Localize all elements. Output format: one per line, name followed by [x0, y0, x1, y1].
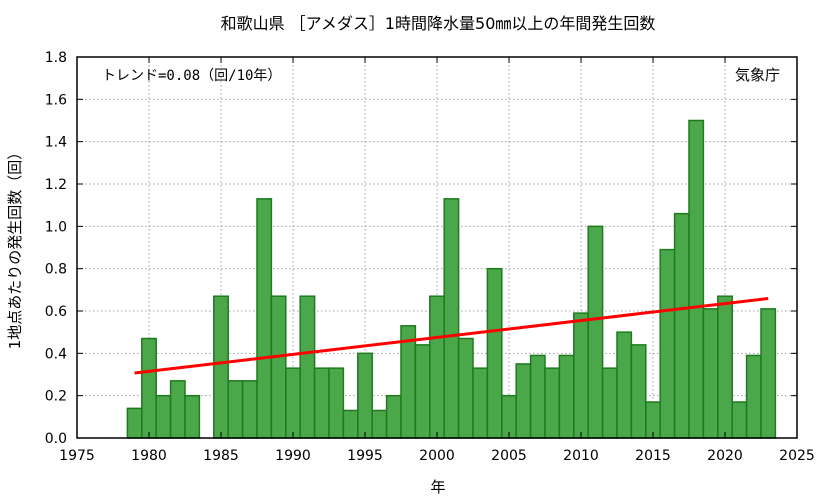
x-axis: 1975 1980 1985 1990 1995 2000 2005 2010 2015 2020…: [59, 57, 815, 464]
y-tick-label: 0.2: [45, 389, 67, 405]
bar-1985: [213, 295, 229, 439]
trend-line: [134, 297, 769, 375]
bar-2022: [745, 354, 762, 439]
y-axis-label: 1地点あたりの発生回数（回）: [6, 145, 24, 350]
source-label: 気象庁: [735, 66, 780, 84]
bar-1983: [184, 394, 201, 439]
x-tick-label: 2000: [419, 448, 455, 464]
bar-1994: [342, 409, 359, 439]
x-tick-label: 2010: [563, 448, 599, 464]
bar-1981: [155, 394, 172, 439]
bar-2000: [429, 295, 445, 439]
bar-1982: [169, 380, 186, 439]
chart-title: 和歌山県 ［アメダス］1時間降水量50㎜以上の年間発生回数: [221, 14, 656, 33]
bar-1991: [299, 295, 316, 439]
x-tick-label: 1985: [203, 448, 239, 464]
bar-1992: [313, 367, 330, 439]
x-tick-label: 2025: [779, 448, 815, 464]
bar-2007: [529, 354, 546, 439]
y-tick-label: 1.0: [45, 219, 67, 235]
x-axis-label: 年: [430, 478, 445, 496]
trend-annotation: トレンド=0.08（回/10年）: [102, 68, 281, 84]
bar-2006: [515, 363, 532, 439]
bar-2018: [688, 119, 705, 439]
bar-2010: [573, 312, 589, 439]
bar-2020: [717, 295, 733, 439]
bar-2019: [702, 308, 719, 439]
bar-1979: [126, 407, 143, 439]
bar-1987: [241, 380, 258, 439]
bar-1996: [371, 409, 388, 439]
bar-2021: [731, 401, 748, 439]
y-tick-label: 1.6: [45, 92, 67, 108]
y-tick-label: 1.4: [45, 135, 67, 151]
bar-2004: [486, 267, 503, 439]
x-tick-label: 1980: [131, 448, 167, 464]
bar-2009: [558, 354, 575, 439]
bar-2003: [472, 367, 489, 439]
y-tick-label: 0.8: [45, 262, 67, 278]
bar-1986: [227, 380, 244, 439]
y-tick-label: 0.0: [45, 431, 67, 447]
bar-2017: [673, 212, 690, 439]
bar-2005: [501, 394, 517, 439]
bars: [126, 119, 777, 439]
x-tick-label: 2005: [491, 448, 527, 464]
x-tick-label: 1975: [59, 448, 95, 464]
x-tick-label: 2020: [707, 448, 743, 464]
bar-2023: [760, 308, 777, 439]
y-tick-label: 0.4: [45, 346, 67, 362]
bar-2001: [443, 198, 460, 439]
bar-2002: [457, 337, 474, 439]
y-tick-label: 0.6: [45, 304, 67, 320]
x-tick-label: 2015: [635, 448, 671, 464]
y-axis: 0.0 0.2 0.4 0.6 0.8 1.0 1.2 1.4 1.6 1.8: [45, 50, 797, 447]
bar-1995: [357, 352, 373, 439]
bar-2016: [659, 248, 676, 439]
bar-1997: [385, 394, 402, 439]
bar-1993: [328, 367, 345, 439]
bar-1989: [270, 295, 287, 439]
bar-1988: [256, 198, 273, 439]
bar-1990: [285, 367, 301, 439]
bar-2013: [616, 331, 633, 439]
trend: [134, 297, 769, 375]
bar-2014: [630, 344, 647, 439]
bar-2008: [544, 367, 561, 439]
bar-1980: [141, 337, 157, 439]
y-tick-label: 1.8: [45, 50, 67, 66]
bar-2011: [587, 225, 604, 439]
bar-1999: [414, 344, 431, 439]
bar-2012: [601, 367, 618, 439]
x-tick-label: 1995: [347, 448, 383, 464]
x-tick-label: 1990: [275, 448, 311, 464]
y-tick-label: 1.2: [45, 177, 67, 193]
